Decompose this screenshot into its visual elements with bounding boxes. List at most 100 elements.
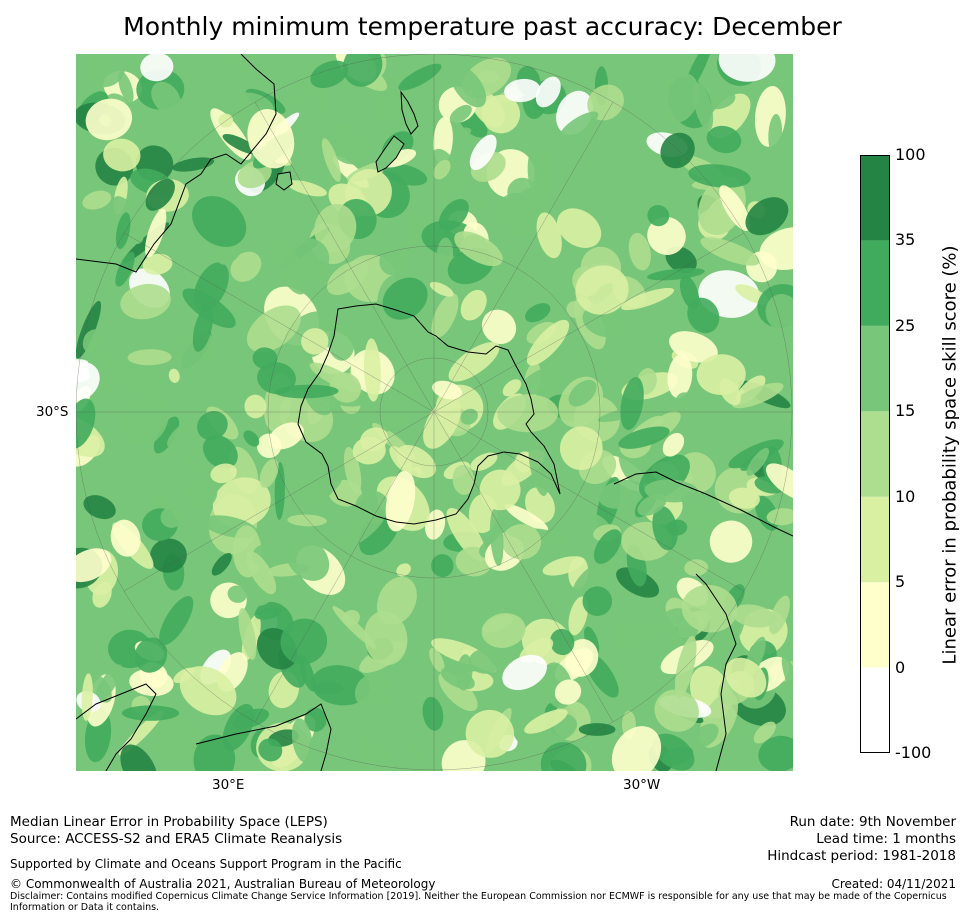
skill-patch xyxy=(449,104,472,124)
skill-patch xyxy=(313,682,344,695)
skill-patch xyxy=(121,705,180,721)
footer-lead-time: Lead time: 1 months xyxy=(816,831,956,847)
skill-patch xyxy=(354,672,396,711)
skill-patch xyxy=(385,470,416,532)
skill-patch xyxy=(647,216,686,255)
skill-patch xyxy=(396,563,411,577)
skill-patch xyxy=(472,176,493,224)
skill-patch xyxy=(745,197,789,236)
skill-patch xyxy=(456,654,473,691)
skill-patch xyxy=(145,208,167,258)
skill-patch xyxy=(252,347,278,370)
footer-run-date: Run date: 9th November xyxy=(789,814,956,830)
skill-patch xyxy=(246,551,277,595)
skill-patch xyxy=(230,251,262,282)
skill-patch xyxy=(621,287,675,311)
skill-patch xyxy=(765,294,793,332)
skill-patch xyxy=(575,265,629,315)
skill-patch xyxy=(460,408,478,425)
skill-patch xyxy=(211,552,232,576)
skill-patch xyxy=(758,735,793,771)
skill-patch xyxy=(535,76,561,108)
skill-patch xyxy=(364,610,408,666)
skill-patch xyxy=(287,514,327,527)
skill-patch xyxy=(620,377,644,430)
skill-patch xyxy=(465,709,515,758)
skill-patch xyxy=(676,392,701,412)
skill-patch xyxy=(469,134,497,171)
skill-patch xyxy=(326,260,369,295)
colorbar-tick-label: 10 xyxy=(895,486,916,506)
skill-patch xyxy=(120,388,169,447)
skill-patch xyxy=(662,746,694,766)
skill-patch xyxy=(82,329,106,354)
skill-patch xyxy=(159,595,194,646)
skill-patch xyxy=(120,283,171,320)
skill-patch xyxy=(321,138,341,183)
skill-patch xyxy=(528,437,549,496)
skill-patch xyxy=(429,281,454,297)
skill-patch xyxy=(425,509,446,540)
skill-patch xyxy=(719,185,751,231)
skill-patch xyxy=(268,246,284,267)
graticule xyxy=(76,54,793,771)
skill-patch xyxy=(766,508,793,526)
colorbar-bin xyxy=(860,667,890,753)
skill-patch xyxy=(685,498,722,535)
skill-patch xyxy=(654,689,699,732)
skill-patch xyxy=(287,180,327,197)
skill-patch xyxy=(94,664,122,703)
skill-patch xyxy=(438,198,469,231)
skill-patch xyxy=(692,723,719,748)
colorbar-title: Linear error in probability space skill … xyxy=(939,245,961,665)
skill-patch xyxy=(76,398,96,449)
skill-patch xyxy=(728,487,760,509)
skill-patch xyxy=(398,63,442,91)
skill-patch xyxy=(247,109,295,169)
skill-patch xyxy=(160,506,184,528)
skill-patch xyxy=(482,614,514,633)
skill-patch xyxy=(360,734,397,771)
skill-patch xyxy=(637,493,667,516)
skill-patch xyxy=(110,519,141,557)
skill-patch xyxy=(145,178,175,211)
skill-patch xyxy=(768,113,783,155)
colorbar-bin xyxy=(860,582,890,668)
skill-patch xyxy=(525,303,551,323)
skill-patch xyxy=(118,71,134,104)
skill-patch xyxy=(179,666,237,716)
skill-patch xyxy=(566,301,582,318)
skill-patch xyxy=(360,427,388,452)
footer-source: Source: ACCESS-S2 and ERA5 Climate Reana… xyxy=(10,831,343,847)
skill-patch xyxy=(342,54,383,87)
skill-patch xyxy=(568,596,588,636)
skill-patch xyxy=(502,379,522,397)
colorbar-bin xyxy=(860,496,890,583)
skill-patch xyxy=(192,196,247,247)
skill-patch xyxy=(327,122,372,165)
skill-patch xyxy=(753,721,776,744)
skill-patch xyxy=(246,305,301,353)
skill-patch xyxy=(85,98,133,141)
skill-patch xyxy=(197,411,228,441)
skill-patch xyxy=(151,81,181,115)
skill-patch xyxy=(489,508,504,566)
skill-patch xyxy=(222,703,255,751)
skill-patch xyxy=(423,397,461,449)
skill-patch xyxy=(504,504,549,531)
skill-patch xyxy=(363,338,381,402)
australia-outline xyxy=(76,54,277,273)
skill-patch xyxy=(704,611,745,660)
skill-patch xyxy=(115,212,131,250)
skill-patch xyxy=(280,618,328,665)
colorbar xyxy=(860,155,890,753)
skill-patch xyxy=(542,352,565,396)
skill-patch xyxy=(481,309,517,345)
skill-patch xyxy=(243,430,260,447)
skill-patch xyxy=(540,742,587,771)
skill-patch xyxy=(429,647,445,673)
skill-patch xyxy=(700,237,760,266)
skill-patch xyxy=(407,741,428,766)
skill-patch xyxy=(274,462,285,520)
skill-patch xyxy=(598,479,646,509)
